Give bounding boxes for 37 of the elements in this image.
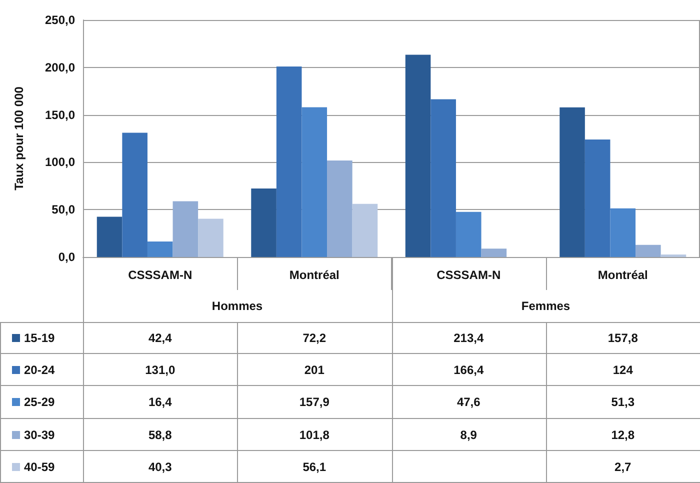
- x-tick-label: CSSSAM-N: [128, 268, 192, 282]
- legend-label: 30-39: [23, 426, 56, 444]
- data-label: 8,9: [459, 426, 478, 444]
- data-label: 42,4: [147, 330, 173, 348]
- y-tick-label: 100,0: [44, 155, 76, 170]
- x-tick-label: Montréal: [598, 268, 648, 282]
- legend-label: 40-59: [23, 458, 56, 476]
- data-label: 40,3: [147, 458, 173, 476]
- text: Femmes: [520, 298, 572, 315]
- data-label: 51,3: [610, 394, 636, 412]
- legend-label: 25-29: [23, 394, 56, 412]
- data-label: 47,6: [456, 394, 482, 412]
- y-axis-title: Taux pour 100 000: [12, 86, 26, 190]
- data-label: 201: [303, 362, 326, 380]
- y-tick-label: 50,0: [52, 202, 76, 217]
- y-tick-label: 150,0: [44, 108, 76, 122]
- data-label: 131,0: [144, 362, 176, 380]
- data-label: 101,8: [298, 426, 330, 444]
- text: Hommes: [210, 298, 264, 315]
- y-tick-label: 200,0: [44, 60, 76, 74]
- x-tick-label: CSSSAM-N: [436, 268, 501, 282]
- data-label: 12,8: [610, 426, 636, 444]
- data-label: 2,7: [614, 458, 632, 476]
- y-tick-label: 0,0: [58, 250, 76, 264]
- data-label: 72,2: [302, 330, 328, 348]
- data-label: 157,9: [298, 394, 330, 412]
- data-label: 56,1: [302, 458, 328, 476]
- data-label: 58,8: [147, 426, 173, 444]
- data-label: 157,8: [606, 330, 639, 348]
- data-label: 166,4: [452, 362, 485, 380]
- x-tick-label: Montréal: [289, 268, 340, 282]
- data-label: 213,4: [452, 330, 485, 348]
- legend-label: 20-24: [23, 362, 56, 380]
- data-label: 124: [612, 362, 634, 380]
- legend-label: 15-19: [23, 330, 56, 348]
- y-tick-label: 250,0: [44, 13, 76, 27]
- data-label: 16,4: [147, 394, 173, 412]
